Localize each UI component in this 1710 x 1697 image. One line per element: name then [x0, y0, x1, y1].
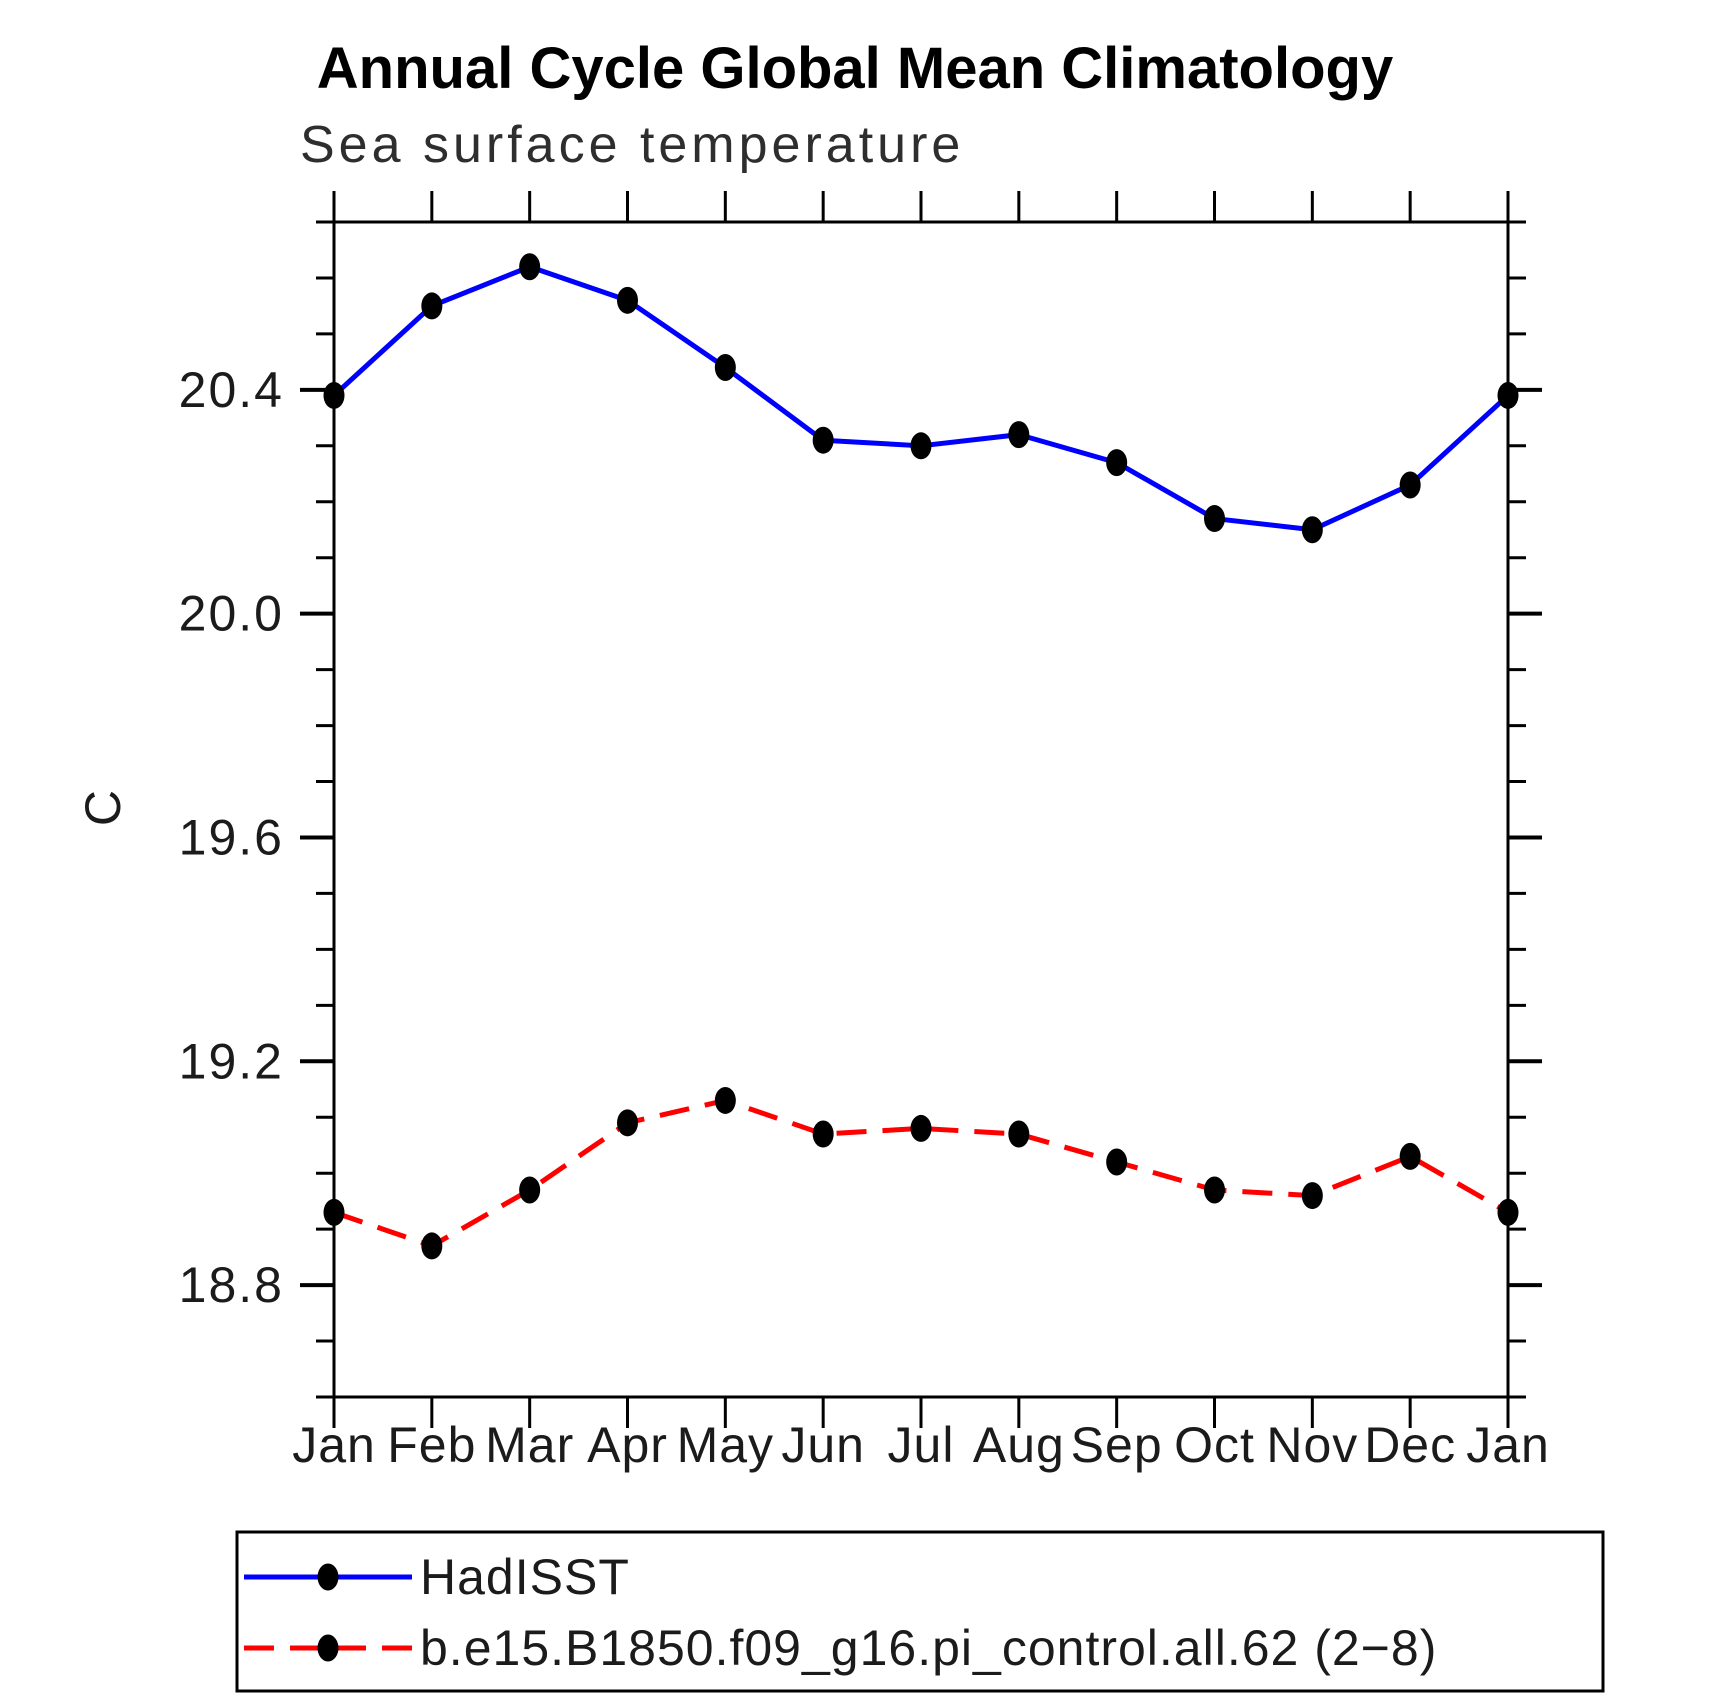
data-point-marker [714, 1086, 736, 1114]
legend-box [235, 1530, 1605, 1693]
data-point-marker [421, 292, 443, 320]
x-tick-label: Apr [587, 1417, 668, 1473]
plot-border [332, 220, 1510, 1399]
x-tick-label: Jun [781, 1417, 865, 1473]
legend-entry-model: b.e15.B1850.f09_g16.pi_control.all.62 (2… [244, 1620, 1437, 1676]
x-tick-label: Mar [485, 1417, 574, 1473]
y-tick-label: 18.8 [179, 1257, 284, 1313]
data-point-marker [519, 1176, 541, 1204]
data-point-marker [1301, 1182, 1323, 1210]
x-tick-label: Sep [1071, 1417, 1163, 1473]
data-point-marker [1008, 1120, 1030, 1148]
data-point-marker [1204, 1176, 1225, 1204]
legend-marker-icon [317, 1563, 339, 1591]
data-point-marker [1399, 471, 1421, 499]
data-point-marker [1301, 516, 1323, 544]
y-tick-label: 19.2 [179, 1033, 284, 1089]
legend-marker-icon [317, 1634, 339, 1662]
plot-area: Jan Feb Mar Apr May Jun Jul Aug Sep Oct Nov Dec Jan1… [179, 191, 1550, 1473]
legend-entry-hadisst: HadISST [244, 1549, 630, 1605]
data-point-marker [617, 286, 638, 314]
data-point-marker [910, 432, 932, 460]
legend: HadISST b.e15.B1850.f09_g16.pi_control.a… [235, 1530, 1605, 1693]
data-point-marker [812, 426, 834, 454]
x-tick-label: Nov [1266, 1417, 1358, 1473]
data-point-marker [323, 1198, 345, 1226]
data-point-marker [1106, 449, 1128, 477]
data-point-marker [812, 1120, 834, 1148]
y-tick-label: 19.6 [179, 809, 284, 865]
x-tick-label: Feb [387, 1417, 476, 1473]
x-tick-label: Jan [1466, 1417, 1550, 1473]
x-tick-label: Oct [1174, 1417, 1255, 1473]
data-point-marker [1106, 1148, 1128, 1176]
y-tick-label: 20.4 [179, 362, 284, 418]
data-point-marker [1497, 381, 1519, 409]
data-point-marker [1008, 421, 1030, 449]
x-tick-label: Jul [888, 1417, 955, 1473]
legend-label-hadisst: HadISST [420, 1549, 630, 1605]
x-tick-label: Dec [1364, 1417, 1456, 1473]
data-point-marker [910, 1114, 932, 1142]
x-tick-label: Jan [292, 1417, 376, 1473]
data-point-marker [714, 353, 736, 381]
y-tick-label: 20.0 [179, 586, 284, 642]
data-point-marker [421, 1232, 443, 1260]
data-point-marker [1204, 505, 1225, 533]
x-tick-label: Aug [973, 1417, 1065, 1473]
legend-label-model: b.e15.B1850.f09_g16.pi_control.all.62 (2… [420, 1620, 1437, 1676]
data-point-marker [323, 381, 345, 409]
data-point-marker [1399, 1142, 1421, 1170]
chart-title: Annual Cycle Global Mean Climatology [317, 36, 1393, 101]
data-point-marker [1497, 1198, 1519, 1226]
data-point-marker [519, 253, 541, 281]
series-line-0 [332, 264, 1510, 533]
chart-subtitle: Sea surface temperature [300, 116, 964, 174]
y-axis-label: C [75, 790, 131, 826]
x-tick-label: May [677, 1417, 774, 1473]
data-point-marker [617, 1109, 638, 1137]
